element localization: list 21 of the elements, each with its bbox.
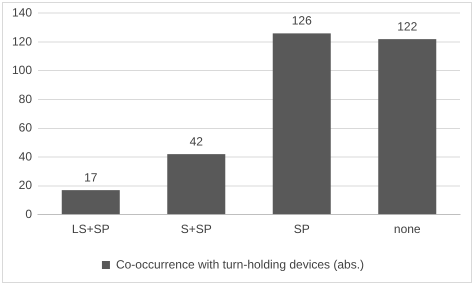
y-tick-label: 140 [12, 6, 32, 20]
legend-label: Co-occurrence with turn-holding devices (abs.) [116, 257, 364, 272]
data-label: 42 [190, 134, 204, 148]
y-tick-label: 100 [12, 63, 32, 78]
y-tick-label: 80 [18, 92, 32, 106]
x-tick-label: none [394, 222, 421, 236]
y-tick-label: 120 [12, 34, 32, 48]
bar [378, 39, 436, 214]
y-tick-label: 60 [18, 120, 32, 135]
x-tick-label: S+SP [180, 222, 212, 236]
data-label: 17 [84, 170, 98, 184]
bar [62, 190, 120, 214]
x-tick-label: LS+SP [72, 222, 110, 236]
y-tick-label: 40 [18, 149, 32, 164]
bar [167, 154, 226, 214]
bar [272, 33, 331, 214]
x-tick-label: SP [294, 222, 310, 236]
data-label: 122 [397, 19, 418, 34]
y-tick-label: 20 [18, 178, 32, 192]
y-tick-label: 0 [25, 206, 32, 221]
data-label: 126 [292, 14, 312, 28]
